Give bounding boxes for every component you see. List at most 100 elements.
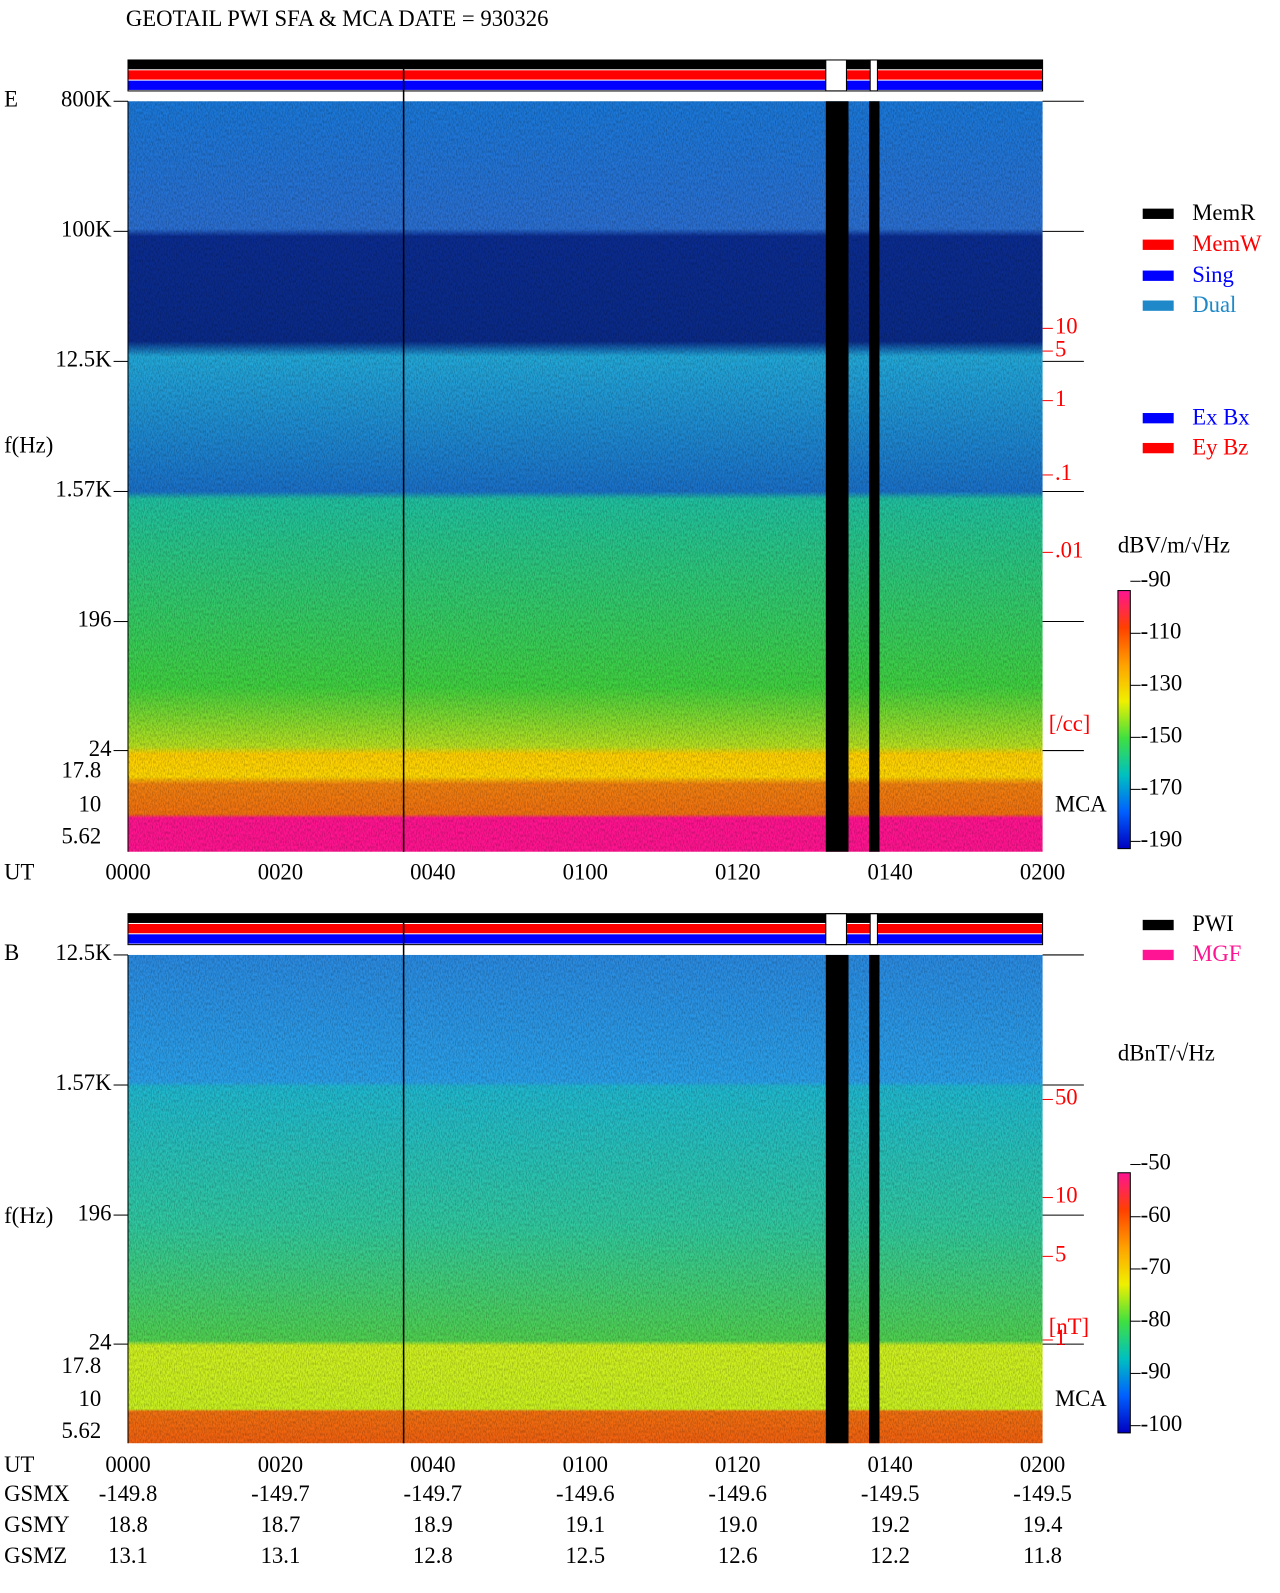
- right-unit: [nT]: [1049, 1314, 1089, 1339]
- time-tick-label: 0200: [1020, 1452, 1065, 1477]
- time-tick-label: 0120: [715, 860, 760, 885]
- mca-tick-label: 17.8: [61, 1353, 101, 1378]
- axis-label: f(Hz): [4, 1203, 53, 1228]
- orbit-label: GSMZ: [4, 1543, 67, 1568]
- freq-tick-label: 12.5K: [55, 347, 112, 372]
- title: GEOTAIL PWI SFA & MCA DATE = 930326: [126, 6, 549, 31]
- orbit-value: -149.7: [251, 1481, 310, 1506]
- panel-label: E: [4, 86, 18, 111]
- spectrogram-texture: [128, 101, 1043, 852]
- legend-swatch: [1142, 442, 1174, 454]
- mode-bar: [128, 70, 1043, 80]
- data-gap: [825, 101, 849, 852]
- colorbar-tick-label: -80: [1141, 1306, 1171, 1331]
- right-tick-label: 5: [1055, 336, 1066, 361]
- data-gap: [825, 954, 849, 1444]
- mca-tick-label: 5.62: [61, 1418, 101, 1443]
- legend-label: MemR: [1192, 200, 1256, 225]
- orbit-value: 18.9: [413, 1512, 453, 1537]
- freq-tick-label: 24: [89, 736, 112, 761]
- mode-bar: [128, 923, 1043, 934]
- mode-bar-frame: [127, 59, 1044, 92]
- mca-tick-label: 10: [78, 792, 101, 817]
- freq-tick-label: 12.5K: [55, 940, 112, 965]
- orbit-value: 11.8: [1023, 1543, 1062, 1568]
- mode-bar: [128, 913, 1043, 923]
- panel-label: B: [4, 940, 19, 965]
- spectrogram-texture: [128, 954, 1043, 1444]
- time-tick-label: 0000: [105, 1452, 150, 1477]
- mode-bar-frame: [127, 913, 1044, 946]
- legend-swatch: [1142, 413, 1174, 424]
- freq-tick-label: 1.57K: [55, 1070, 112, 1095]
- time-tick-label: 0000: [105, 860, 150, 885]
- orbit-value: 19.4: [1023, 1512, 1063, 1537]
- mca-tick-label: 10: [78, 1386, 101, 1411]
- orbit-label: GSMY: [4, 1512, 70, 1537]
- right-unit: [/cc]: [1049, 711, 1091, 736]
- mode-gap: [825, 59, 847, 92]
- orbit-value: 13.1: [261, 1543, 301, 1568]
- colorbar-tick-label: -90: [1141, 566, 1171, 591]
- mode-gap: [825, 913, 847, 946]
- right-tick-label: 50: [1055, 1085, 1078, 1110]
- right-tick-label: 10: [1055, 1183, 1078, 1208]
- orbit-value: -149.8: [99, 1481, 158, 1506]
- legend-label: PWI: [1192, 911, 1234, 936]
- orbit-value: -149.7: [404, 1481, 463, 1506]
- legend-swatch: [1142, 919, 1174, 931]
- orbit-value: 12.5: [565, 1543, 605, 1568]
- colorbar-tick-label: -170: [1141, 775, 1183, 800]
- mode-gap: [869, 913, 878, 946]
- orbit-value: 13.1: [108, 1543, 148, 1568]
- time-tick-label: 0100: [563, 1452, 608, 1477]
- orbit-value: -149.5: [1013, 1481, 1072, 1506]
- mode-bar: [128, 934, 1043, 944]
- colorbar-tick-label: -150: [1141, 723, 1183, 748]
- mca-label: MCA: [1055, 792, 1107, 817]
- right-tick-label: 1: [1055, 1325, 1066, 1350]
- orbit-value: 19.2: [870, 1512, 910, 1537]
- right-tick-label: .1: [1055, 460, 1072, 485]
- mca-tick-label: 17.8: [61, 757, 101, 782]
- orbit-value: 12.6: [718, 1543, 758, 1568]
- right-tick-label: .01: [1055, 538, 1083, 563]
- freq-tick-label: 24: [89, 1329, 112, 1354]
- mca-label: MCA: [1055, 1386, 1107, 1411]
- freq-tick-label: 1.57K: [55, 477, 112, 502]
- orbit-value: -149.5: [861, 1481, 920, 1506]
- legend-label: Dual: [1192, 292, 1236, 317]
- time-tick-label: 0100: [563, 860, 608, 885]
- time-tick-label: 0200: [1020, 860, 1065, 885]
- ut-label: UT: [4, 860, 34, 885]
- colorbar-tick-label: -130: [1141, 671, 1183, 696]
- time-tick-label: 0140: [867, 860, 912, 885]
- legend-label: MGF: [1192, 941, 1241, 966]
- freq-tick-label: 196: [77, 607, 111, 632]
- time-tick-label: 0020: [258, 860, 303, 885]
- freq-tick-label: 100K: [61, 217, 112, 242]
- orbit-value: 12.2: [870, 1543, 910, 1568]
- mode-bar: [128, 80, 1043, 90]
- colorbar: [1117, 1172, 1131, 1434]
- legend-label: MemW: [1192, 231, 1262, 256]
- colorbar-tick-label: -70: [1141, 1254, 1171, 1279]
- colorbar-tick-label: -100: [1141, 1411, 1183, 1436]
- right-tick-label: 1: [1055, 386, 1066, 411]
- orbit-value: 19.0: [718, 1512, 758, 1537]
- legend-swatch: [1142, 270, 1174, 281]
- time-tick-label: 0140: [867, 1452, 912, 1477]
- colorbar-tick-label: -90: [1141, 1359, 1171, 1384]
- orbit-value: -149.6: [708, 1481, 767, 1506]
- legend-label: Ex Bx: [1192, 404, 1250, 429]
- mode-gap: [869, 59, 878, 92]
- mca-tick-label: 5.62: [61, 824, 101, 849]
- orbit-label: GSMX: [4, 1481, 70, 1506]
- freq-tick-label: 196: [77, 1200, 111, 1225]
- colorbar-tick-label: -50: [1141, 1150, 1171, 1175]
- colorbar-tick-label: -190: [1141, 827, 1183, 852]
- freq-tick-label: 800K: [61, 86, 112, 111]
- legend-label: Ey Bz: [1192, 434, 1248, 459]
- colorbar: [1117, 590, 1131, 850]
